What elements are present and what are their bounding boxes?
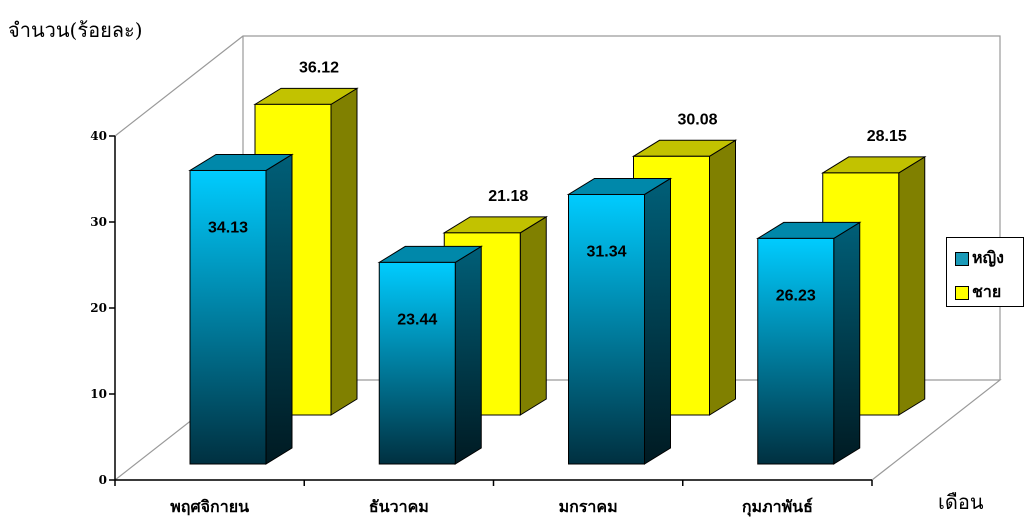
- y-tick-label: 30: [90, 215, 107, 229]
- bar-side: [709, 139, 736, 416]
- x-tick-label: กุมภาพันธ์: [742, 497, 813, 517]
- legend-swatch-female: [955, 251, 969, 266]
- bar-side: [833, 221, 861, 465]
- bar-side: [265, 153, 293, 465]
- x-axis-title: เดือน: [938, 490, 984, 514]
- bar-side: [519, 215, 547, 416]
- bar-front: [378, 261, 456, 465]
- data-label: 21.18: [488, 188, 528, 205]
- legend-item-male: ชาย: [955, 280, 1001, 305]
- y-tick-label: 0: [99, 473, 107, 487]
- data-label: 30.08: [677, 111, 717, 128]
- bar-side: [898, 156, 926, 416]
- legend-label-male: ชาย: [972, 282, 1002, 301]
- bar-side: [454, 245, 482, 465]
- x-tick-label: พฤศจิกายน: [170, 497, 249, 516]
- legend-swatch-male: [955, 285, 969, 300]
- y-tick-label: 20: [90, 301, 107, 315]
- bar-side: [330, 87, 358, 416]
- bar-front: [189, 169, 267, 465]
- bar-female: 31.34: [566, 177, 673, 465]
- bar-female: 23.44: [377, 245, 484, 465]
- bar-front: [757, 237, 835, 465]
- legend-item-female: หญิง: [955, 246, 1004, 271]
- legend-label-female: หญิง: [972, 248, 1004, 267]
- data-label: 36.12: [299, 59, 339, 76]
- back-wall: [114, 35, 1001, 380]
- bar-front: [568, 193, 645, 465]
- y-tick-label: 10: [90, 387, 107, 401]
- data-label: 31.34: [586, 243, 626, 260]
- chart-marks: 36.12 34.13 21.18 23.44 30.08 31.34 28.15 26.23: [188, 59, 927, 465]
- data-label: 26.23: [776, 287, 816, 304]
- x-tick-label: มกราคม: [559, 497, 618, 516]
- bar-female: 26.23: [755, 221, 862, 465]
- y-axis-title: จำนวน(ร้อยละ): [8, 18, 143, 42]
- data-label: 28.15: [867, 128, 907, 145]
- x-tick-label: ธันวาคม: [369, 497, 429, 516]
- bar-female: 34.13: [188, 153, 294, 465]
- y-tick-label: 40: [90, 129, 107, 143]
- bar-side: [644, 177, 671, 465]
- data-label: 23.44: [397, 311, 437, 328]
- legend: หญิง ชาย: [946, 237, 1024, 307]
- data-label: 34.13: [208, 219, 248, 236]
- chart-axes: 0 10 20 30 40 พฤศจิกายน ธันวาคม มกราคม กุมภาพันธ…: [90, 129, 873, 517]
